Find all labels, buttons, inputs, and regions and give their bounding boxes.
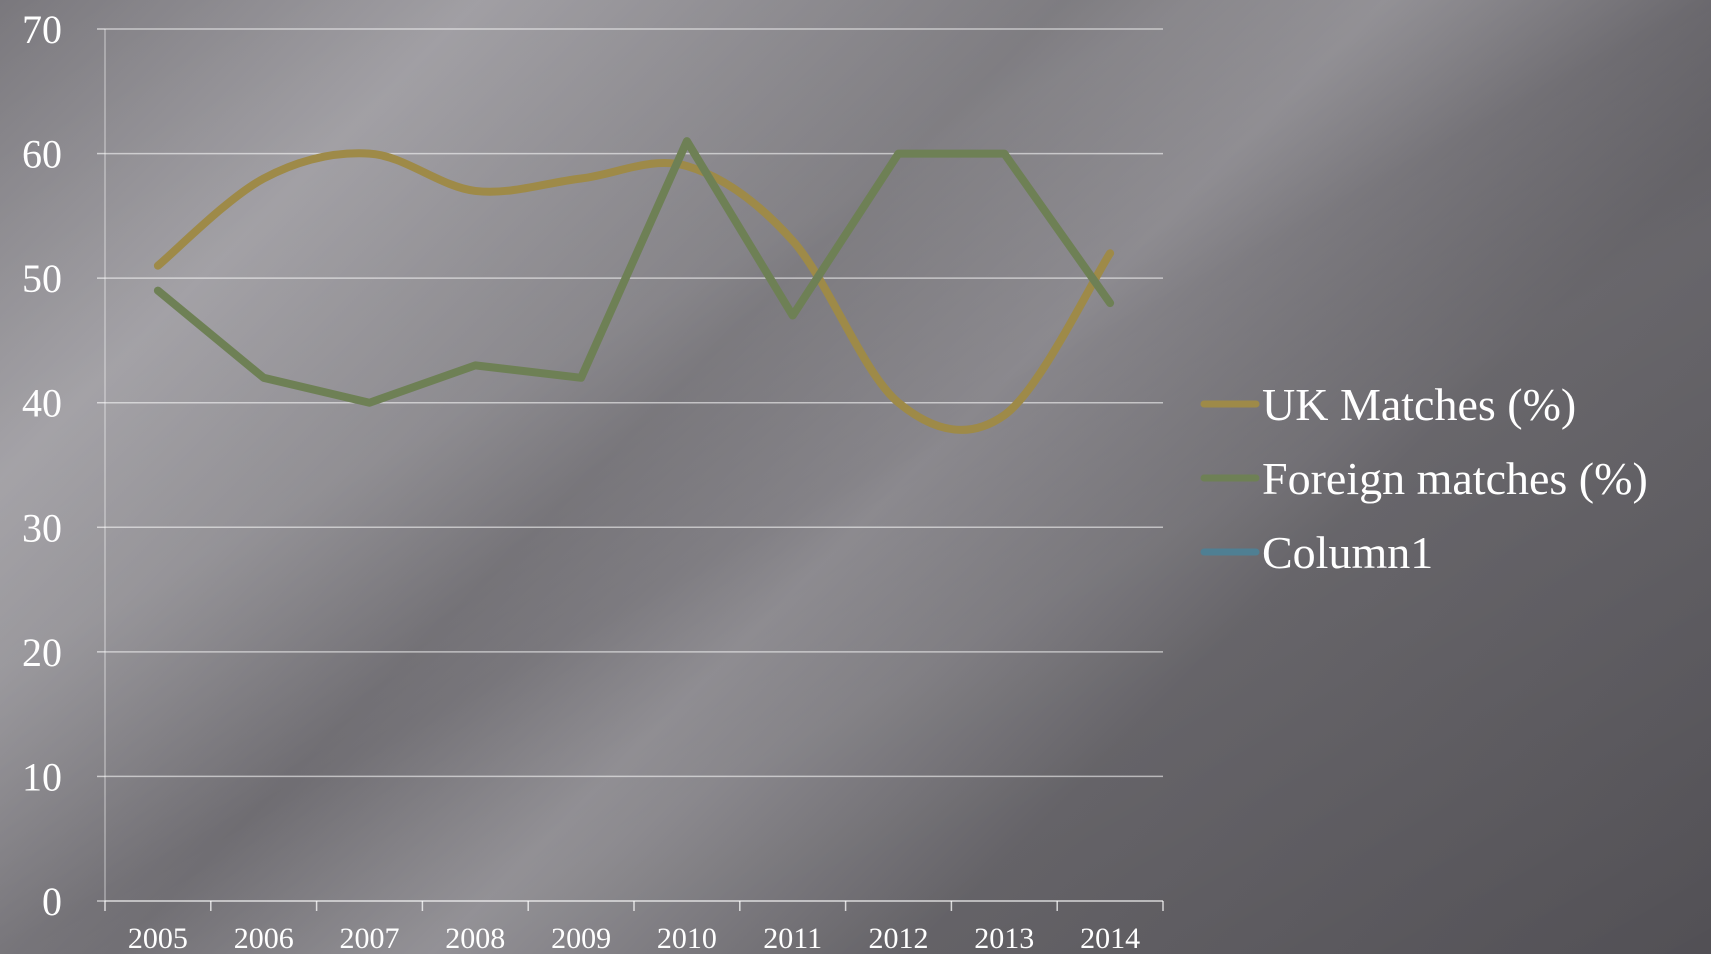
x-tick-label: 2005 (128, 922, 188, 954)
y-tick-label: 70 (22, 7, 62, 52)
x-tick-label: 2009 (551, 922, 611, 954)
axes (97, 28, 1164, 911)
legend-label: Column1 (1262, 527, 1433, 578)
y-tick-label: 10 (22, 754, 62, 799)
x-tick-label: 2013 (974, 922, 1034, 954)
legend-label: UK Matches (%) (1262, 379, 1576, 430)
y-tick-label: 40 (22, 381, 62, 426)
x-tick-label: 2012 (869, 922, 929, 954)
legend: UK Matches (%) Foreign matches (%) Column1 (1200, 379, 1648, 578)
x-tick-label: 2007 (340, 922, 400, 954)
y-axis-tick-labels: 0 10 20 30 40 50 60 70 (22, 7, 62, 924)
x-tick-label: 2006 (234, 922, 294, 954)
y-tick-label: 20 (22, 630, 62, 675)
legend-label: Foreign matches (%) (1262, 453, 1648, 504)
x-tick-label: 2011 (763, 922, 822, 954)
x-tick-label: 2010 (657, 922, 717, 954)
x-axis-tick-labels: 2005 2006 2007 2008 2009 2010 2011 2012 2013 2014 (128, 922, 1140, 954)
x-tick-label: 2014 (1080, 922, 1140, 954)
y-tick-label: 0 (42, 879, 62, 924)
y-tick-label: 30 (22, 505, 62, 550)
y-tick-label: 60 (22, 132, 62, 177)
data-series (153, 137, 1115, 434)
x-tick-label: 2008 (445, 922, 505, 954)
y-tick-label: 50 (22, 256, 62, 301)
series-line-2 (153, 137, 1115, 407)
